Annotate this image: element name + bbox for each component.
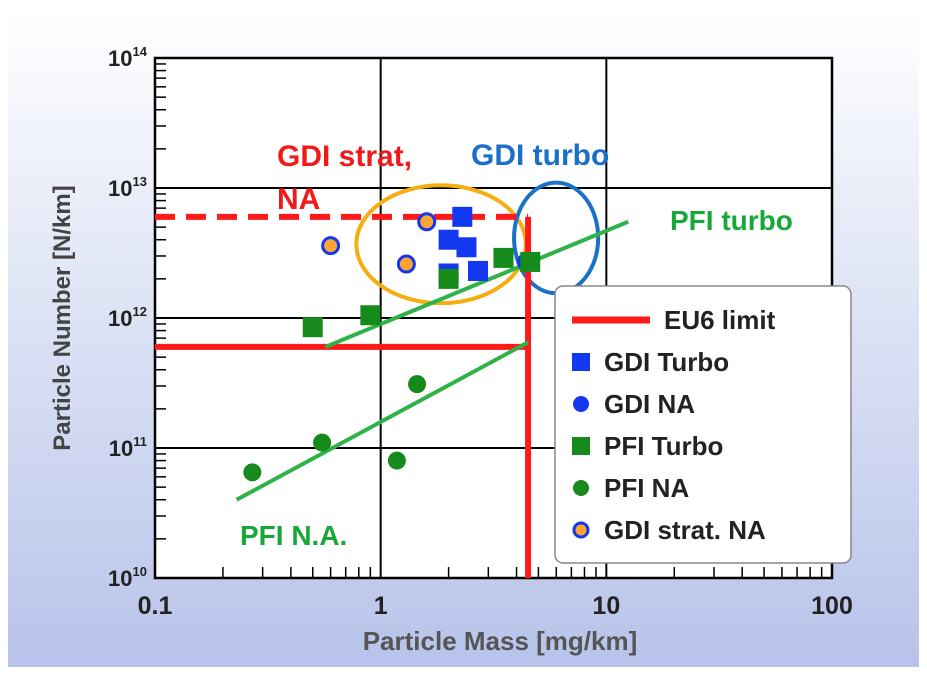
legend-label: PFI Turbo — [604, 431, 723, 461]
data-point-pfi_turbo — [493, 247, 514, 268]
data-point-pfi_turbo — [360, 305, 381, 326]
data-point-pfi_na — [313, 433, 332, 452]
data-point-pfi_na — [408, 375, 427, 394]
data-point-pfi_na — [243, 463, 262, 482]
legend-swatch — [573, 480, 589, 496]
legend-label: GDI NA — [604, 389, 695, 419]
x-axis-label: Particle Mass [mg/km] — [363, 626, 638, 656]
legend-swatch — [572, 353, 590, 371]
annotation-gdi-strat-na: NA — [277, 183, 320, 216]
y-axis-label: Particle Number [N/km] — [49, 185, 76, 450]
y-tick-label: 1010 — [108, 564, 147, 591]
y-tick-label: 1013 — [108, 174, 147, 201]
y-tick-label: 1014 — [108, 44, 148, 71]
legend-box — [554, 285, 852, 564]
trend-line — [324, 219, 629, 349]
data-point-gdi_turbo — [456, 237, 477, 258]
legend-swatch — [572, 437, 590, 455]
data-points — [243, 206, 541, 482]
x-tick-label: 1 — [374, 592, 388, 620]
x-tick-labels: 0.1 1 10 100 — [138, 592, 853, 620]
y-tick-label: 1011 — [109, 434, 147, 461]
legend: EU6 limit GDI Turbo GDI NA PFI Turbo PFI NA G… — [554, 285, 852, 564]
x-tick-label: 10 — [592, 592, 620, 620]
minor-ticks — [155, 63, 823, 578]
annotation-gdi-strat: GDI strat, — [277, 140, 412, 173]
data-point-gdi_strat_na — [321, 236, 341, 256]
legend-label: GDI Turbo — [604, 347, 729, 377]
y-tick-labels: 1010 1011 1012 1013 1014 — [108, 44, 148, 591]
data-point-gdi_strat_na — [417, 212, 437, 232]
annotation-pfi-na: PFI N.A. — [240, 520, 347, 551]
data-point-pfi_turbo — [302, 317, 323, 338]
y-tick-label: 1012 — [108, 304, 147, 331]
annotation-gdi-turbo: GDI turbo — [471, 139, 609, 172]
data-point-gdi_turbo — [438, 229, 459, 250]
legend-label: GDI strat. NA — [604, 515, 766, 545]
data-point-gdi_strat_na — [396, 254, 416, 274]
x-tick-label: 100 — [811, 592, 853, 620]
data-point-gdi_turbo — [452, 206, 473, 227]
data-point-pfi_turbo — [438, 268, 459, 289]
x-tick-label: 0.1 — [138, 592, 173, 620]
legend-label: PFI NA — [604, 473, 689, 503]
data-point-pfi_turbo — [520, 251, 541, 272]
legend-swatch — [573, 396, 589, 412]
legend-label: EU6 limit — [664, 305, 776, 335]
trend-lines — [235, 219, 629, 502]
annotation-pfi-turbo: PFI turbo — [670, 205, 793, 236]
data-point-gdi_turbo — [468, 260, 489, 281]
trend-line — [235, 340, 530, 502]
data-point-pfi_na — [387, 451, 406, 470]
legend-swatch — [572, 521, 590, 539]
